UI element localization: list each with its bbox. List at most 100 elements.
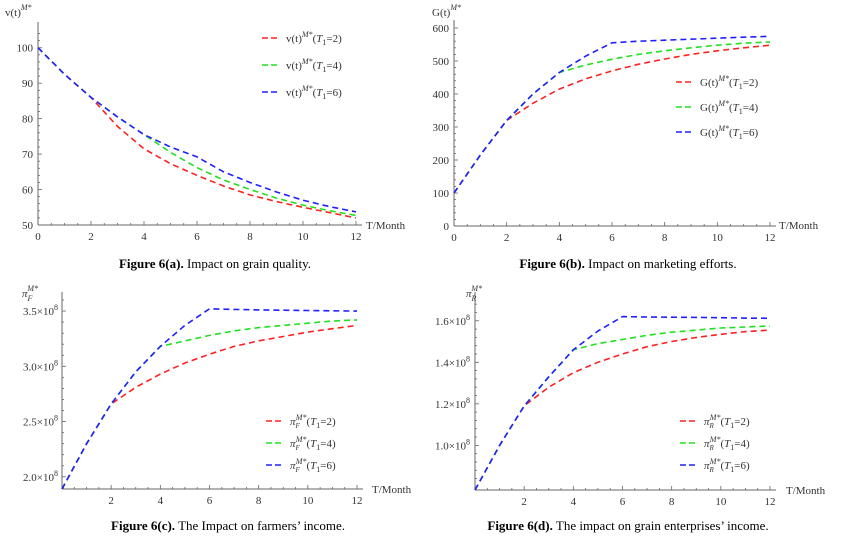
legend-sup: M* <box>301 84 313 93</box>
x-tick-label: 6 <box>620 496 626 508</box>
series-line-t1-6 <box>61 307 358 490</box>
y-tick-label: 50 <box>22 220 34 232</box>
y-tick-mantissa: 3.0×10 <box>23 361 54 373</box>
caption-label: Figure 6(c). <box>111 518 175 533</box>
x-axis-label: T/Month <box>786 485 826 497</box>
legend-var: T <box>733 102 740 114</box>
legend-cond: =6) <box>743 127 759 139</box>
legend-paren: ( <box>720 438 724 450</box>
legend-paren: ( <box>306 438 310 450</box>
legend-var-sub: 1 <box>739 107 743 116</box>
y-tick-label: 2.5×108 <box>23 414 58 429</box>
legend-var: T <box>310 416 317 428</box>
y-tick-mantissa: 60 <box>22 185 34 197</box>
legend-entry: G(t)M*(T1=6) <box>700 124 759 141</box>
legend-base: v(t) <box>286 33 302 45</box>
series-line-t1-6 <box>474 315 771 491</box>
y-label-base: π <box>22 288 28 300</box>
legend-sub: R <box>709 466 715 474</box>
x-tick-label: 10 <box>715 496 727 508</box>
legend-cond: =6) <box>326 87 342 99</box>
caption-label: Figure 6(a). <box>119 256 184 271</box>
legend-cond: =4) <box>326 60 342 72</box>
legend-sup: M* <box>717 124 729 133</box>
legend-cond: =4) <box>320 438 336 450</box>
y-tick-exponent: 8 <box>54 303 58 312</box>
legend-cond: =2) <box>743 77 759 89</box>
x-tick-label: 10 <box>712 232 724 244</box>
y-tick-label: 2.0×108 <box>23 469 58 484</box>
legend-paren: ( <box>729 127 733 139</box>
legend-cond: =4) <box>743 102 759 114</box>
series-line-t1-4 <box>37 47 357 217</box>
y-tick-label: 500 <box>433 56 450 68</box>
x-tick-label: 4 <box>158 495 164 507</box>
x-tick-label: 12 <box>765 496 776 508</box>
legend-var-sub: 1 <box>322 38 326 47</box>
legend-var-sub: 1 <box>316 443 320 452</box>
y-tick-mantissa: 2.0×10 <box>23 472 54 484</box>
legend-var-sub: 1 <box>316 465 320 474</box>
caption-text: The Impact on farmers’ income. <box>175 518 345 533</box>
y-tick-mantissa: 1.0×10 <box>435 440 466 452</box>
legend-paren: ( <box>306 460 310 472</box>
y-tick-mantissa: 100 <box>433 188 450 200</box>
x-axis-label: T/Month <box>779 220 819 232</box>
y-tick-label: 1.0×108 <box>435 437 470 452</box>
legend-sup: M* <box>295 413 307 422</box>
caption-text: Impact on grain quality. <box>184 256 311 271</box>
legend-var: T <box>724 416 731 428</box>
y-tick-label: 200 <box>433 155 450 167</box>
x-tick-label: 12 <box>351 231 362 243</box>
legend-entry: v(t)M*(T1=4) <box>286 57 342 74</box>
legend-entry: G(t)M*(T1=2) <box>700 74 759 91</box>
legend-entry: v(t)M*(T1=2) <box>286 30 342 47</box>
y-tick-mantissa: 200 <box>433 155 450 167</box>
x-tick-label: 4 <box>141 231 147 243</box>
legend-sub: R <box>709 422 715 430</box>
y-tick-label: 60 <box>22 185 34 197</box>
x-tick-label: 12 <box>765 232 776 244</box>
y-tick-mantissa: 0 <box>444 221 450 233</box>
legend-sub: F <box>295 444 301 452</box>
y-tick-label: 600 <box>433 23 450 35</box>
legend-var: T <box>733 77 740 89</box>
legend-paren: ( <box>729 102 733 114</box>
x-tick-label: 8 <box>662 232 668 244</box>
figure-caption: Figure 6(c). The Impact on farmers’ inco… <box>111 518 345 533</box>
series-line-t1-6 <box>453 35 771 194</box>
legend-entry: πRM*(T1=6) <box>704 457 750 474</box>
legend-var: T <box>310 460 317 472</box>
chart-panel-b: 0 2 4 6 8 10 120100200300400500600G(t)M*T/Mont… <box>432 3 819 271</box>
legend-sup: M* <box>301 30 313 39</box>
y-tick-mantissa: 500 <box>433 56 450 68</box>
series-line-t1-2 <box>37 47 357 219</box>
y-tick-mantissa: 90 <box>22 78 34 90</box>
legend-paren: ( <box>720 416 724 428</box>
y-tick-mantissa: 1.2×10 <box>435 399 466 411</box>
legend-var-sub: 1 <box>739 82 743 91</box>
y-tick-label: 300 <box>433 122 450 134</box>
x-tick-label: 2 <box>521 496 527 508</box>
y-tick-mantissa: 1.6×10 <box>435 316 466 328</box>
y-tick-mantissa: 70 <box>22 149 34 161</box>
legend-paren: ( <box>720 460 724 472</box>
x-tick-label: 8 <box>256 495 262 507</box>
legend-base: π <box>290 460 296 472</box>
legend-sub: R <box>709 444 715 452</box>
y-tick-label: 80 <box>22 114 34 126</box>
y-axis-label: G(t)M* <box>432 3 461 19</box>
y-tick-mantissa: 3.5×10 <box>23 306 54 318</box>
legend-sub: F <box>295 422 301 430</box>
legend-var-sub: 1 <box>730 421 734 430</box>
y-label-base: G(t) <box>432 7 451 19</box>
legend-entry: πRM*(T1=2) <box>704 413 750 430</box>
y-tick-exponent: 8 <box>466 313 470 322</box>
caption-label: Figure 6(b). <box>519 256 584 271</box>
y-tick-exponent: 8 <box>54 469 58 478</box>
legend-base: π <box>704 416 710 428</box>
legend-base: π <box>290 438 296 450</box>
legend-var: T <box>310 438 317 450</box>
y-tick-label: 1.4×108 <box>435 354 470 369</box>
